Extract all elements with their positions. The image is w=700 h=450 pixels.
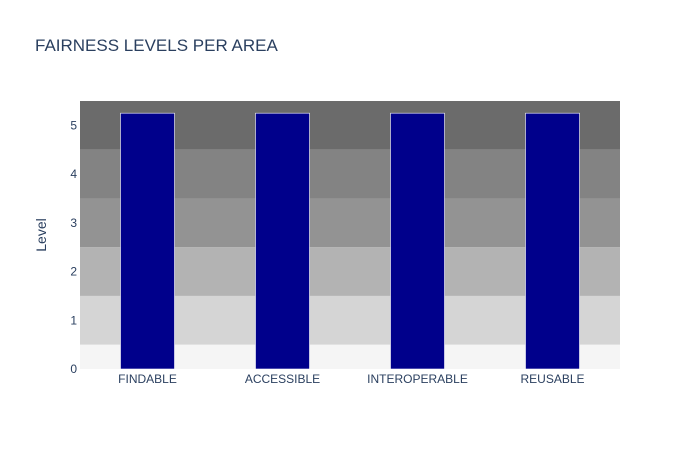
- x-tick-label: REUSABLE: [520, 372, 584, 386]
- bar-reusable: [525, 112, 580, 370]
- y-tick-label: 2: [70, 265, 77, 279]
- bars: [120, 112, 580, 370]
- y-axis-title: Level: [33, 218, 49, 251]
- x-axis-ticks: FINDABLE ACCESSIBLE INTEROPERABLE REUSABLE: [118, 372, 584, 386]
- bar-accessible: [255, 112, 310, 370]
- y-tick-label: 3: [70, 216, 77, 230]
- y-tick-label: 1: [70, 313, 77, 327]
- y-tick-label: 5: [70, 118, 77, 132]
- bar-findable: [120, 112, 175, 370]
- bar-interoperable: [390, 112, 445, 370]
- x-tick-label: INTEROPERABLE: [367, 372, 468, 386]
- y-tick-label: 4: [70, 167, 77, 181]
- x-tick-label: ACCESSIBLE: [245, 372, 320, 386]
- chart-title: FAIRNESS LEVELS PER AREA: [35, 36, 278, 55]
- x-tick-label: FINDABLE: [118, 372, 177, 386]
- y-tick-label: 0: [70, 362, 77, 376]
- y-axis-ticks: 0 1 2 3 4 5: [70, 118, 77, 376]
